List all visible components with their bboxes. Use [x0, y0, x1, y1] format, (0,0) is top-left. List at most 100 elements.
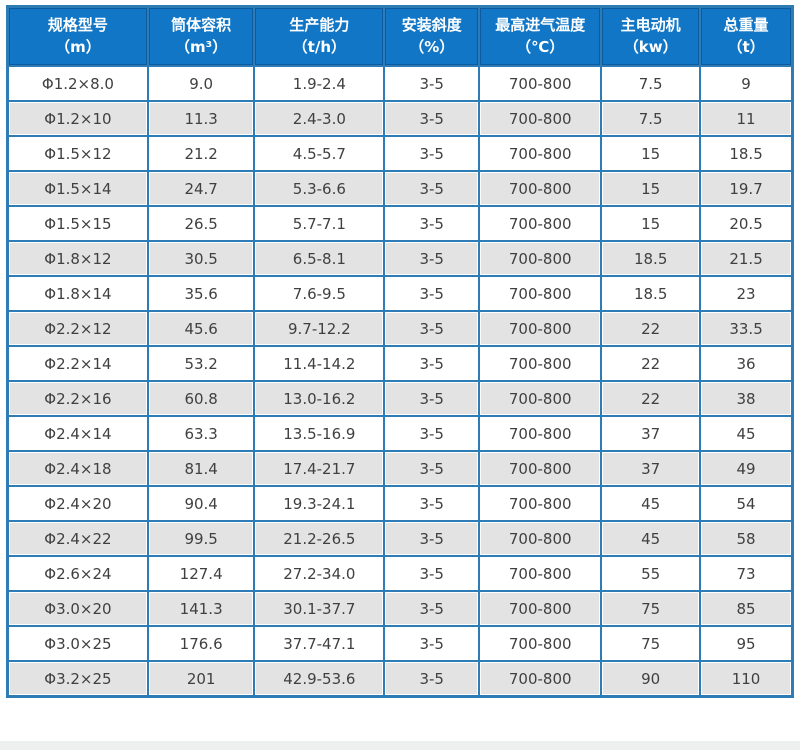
table-cell: 54	[701, 487, 791, 520]
table-row: Φ1.2×10 11.3 2.4-3.0 3-5 700-800 7.5 11	[9, 102, 791, 135]
table-cell: 63.3	[148, 417, 254, 450]
table-cell: 18.5	[701, 137, 791, 170]
table-cell: 35.6	[148, 277, 254, 310]
table-cell: Φ1.5×12	[9, 137, 147, 170]
column-header-cylinder-volume: 筒体容积 （m³）	[148, 8, 254, 65]
table-row: Φ2.4×20 90.4 19.3-24.1 3-5 700-800 45 54	[9, 487, 791, 520]
table-cell: Φ3.0×20	[9, 592, 147, 625]
table-row: Φ2.6×24 127.4 27.2-34.0 3-5 700-800 55 73	[9, 557, 791, 590]
table-row: Φ1.8×14 35.6 7.6-9.5 3-5 700-800 18.5 23	[9, 277, 791, 310]
table-cell: 15	[602, 137, 700, 170]
column-label: 筒体容积	[171, 15, 232, 34]
table-cell: 30.5	[148, 242, 254, 275]
column-label: 生产能力	[289, 15, 350, 34]
table-cell: 75	[602, 627, 700, 660]
table-cell: Φ1.8×12	[9, 242, 147, 275]
table-cell: 21.5	[701, 242, 791, 275]
table-cell: Φ2.4×14	[9, 417, 147, 450]
table-cell: 21.2	[148, 137, 254, 170]
table-header-row: 规格型号 （m） 筒体容积 （m³） 生产能力 （t/h） 安装斜度 （%） 最…	[9, 8, 791, 65]
table-cell: Φ2.4×22	[9, 522, 147, 555]
table-row: Φ2.4×18 81.4 17.4-21.7 3-5 700-800 37 49	[9, 452, 791, 485]
table-cell: 110	[701, 662, 791, 695]
table-cell: 700-800	[480, 102, 601, 135]
column-unit: （m³）	[175, 37, 228, 56]
table-row: Φ3.2×25 201 42.9-53.6 3-5 700-800 90 110	[9, 662, 791, 695]
table-cell: 3-5	[385, 522, 479, 555]
table-cell: Φ1.8×14	[9, 277, 147, 310]
column-unit: （t）	[727, 37, 765, 56]
table-cell: 37.7-47.1	[255, 627, 384, 660]
table-cell: Φ2.2×14	[9, 347, 147, 380]
table-cell: 45	[701, 417, 791, 450]
table-cell: 37	[602, 417, 700, 450]
column-unit: （t/h）	[292, 37, 346, 56]
table-cell: 2.4-3.0	[255, 102, 384, 135]
column-label: 安装斜度	[401, 15, 462, 34]
table-cell: 3-5	[385, 487, 479, 520]
table-cell: Φ2.2×16	[9, 382, 147, 415]
table-cell: 3-5	[385, 627, 479, 660]
table-cell: 127.4	[148, 557, 254, 590]
table-cell: 3-5	[385, 557, 479, 590]
table-cell: 700-800	[480, 487, 601, 520]
table-cell: 75	[602, 592, 700, 625]
table-cell: 95	[701, 627, 791, 660]
table-cell: 73	[701, 557, 791, 590]
table-cell: 7.5	[602, 67, 700, 100]
column-label: 最高进气温度	[495, 15, 586, 34]
column-label: 规格型号	[47, 15, 108, 34]
table-cell: Φ2.4×18	[9, 452, 147, 485]
column-label: 主电动机	[620, 15, 681, 34]
table-cell: 700-800	[480, 522, 601, 555]
table-cell: 45	[602, 487, 700, 520]
table-cell: 3-5	[385, 312, 479, 345]
table-cell: 700-800	[480, 452, 601, 485]
table-row: Φ3.0×25 176.6 37.7-47.1 3-5 700-800 75 95	[9, 627, 791, 660]
table-cell: 17.4-21.7	[255, 452, 384, 485]
table-row: Φ2.2×14 53.2 11.4-14.2 3-5 700-800 22 36	[9, 347, 791, 380]
table-cell: 7.6-9.5	[255, 277, 384, 310]
table-cell: 30.1-37.7	[255, 592, 384, 625]
table-cell: 700-800	[480, 347, 601, 380]
column-header-total-weight: 总重量 （t）	[701, 8, 791, 65]
table-cell: 60.8	[148, 382, 254, 415]
table-cell: 42.9-53.6	[255, 662, 384, 695]
table-cell: 3-5	[385, 172, 479, 205]
table-row: Φ1.5×15 26.5 5.7-7.1 3-5 700-800 15 20.5	[9, 207, 791, 240]
table-cell: 141.3	[148, 592, 254, 625]
table-cell: 90	[602, 662, 700, 695]
column-unit: （%）	[409, 37, 455, 56]
table-cell: 99.5	[148, 522, 254, 555]
table-header: 规格型号 （m） 筒体容积 （m³） 生产能力 （t/h） 安装斜度 （%） 最…	[9, 8, 791, 65]
table-cell: 90.4	[148, 487, 254, 520]
table-cell: 4.5-5.7	[255, 137, 384, 170]
table-cell: 3-5	[385, 137, 479, 170]
table-cell: 3-5	[385, 662, 479, 695]
column-header-max-inlet-temperature: 最高进气温度 （℃）	[480, 8, 601, 65]
table-cell: 700-800	[480, 277, 601, 310]
table-cell: 38	[701, 382, 791, 415]
table-cell: 3-5	[385, 452, 479, 485]
table-cell: 3-5	[385, 417, 479, 450]
table-cell: 13.5-16.9	[255, 417, 384, 450]
column-header-spec-model: 规格型号 （m）	[9, 8, 147, 65]
table-cell: 22	[602, 382, 700, 415]
table-cell: 21.2-26.5	[255, 522, 384, 555]
table-cell: 37	[602, 452, 700, 485]
table-row: Φ2.4×14 63.3 13.5-16.9 3-5 700-800 37 45	[9, 417, 791, 450]
table-cell: 700-800	[480, 417, 601, 450]
table-cell: 9.7-12.2	[255, 312, 384, 345]
table-row: Φ2.2×16 60.8 13.0-16.2 3-5 700-800 22 38	[9, 382, 791, 415]
table-cell: 45	[602, 522, 700, 555]
table-cell: Φ1.2×10	[9, 102, 147, 135]
table-cell: Φ2.6×24	[9, 557, 147, 590]
table-cell: 700-800	[480, 172, 601, 205]
column-header-installation-slope: 安装斜度 （%）	[385, 8, 479, 65]
table-cell: 18.5	[602, 242, 700, 275]
table-cell: Φ2.4×20	[9, 487, 147, 520]
table-cell: 26.5	[148, 207, 254, 240]
table-row: Φ2.2×12 45.6 9.7-12.2 3-5 700-800 22 33.5	[9, 312, 791, 345]
table-cell: 700-800	[480, 242, 601, 275]
